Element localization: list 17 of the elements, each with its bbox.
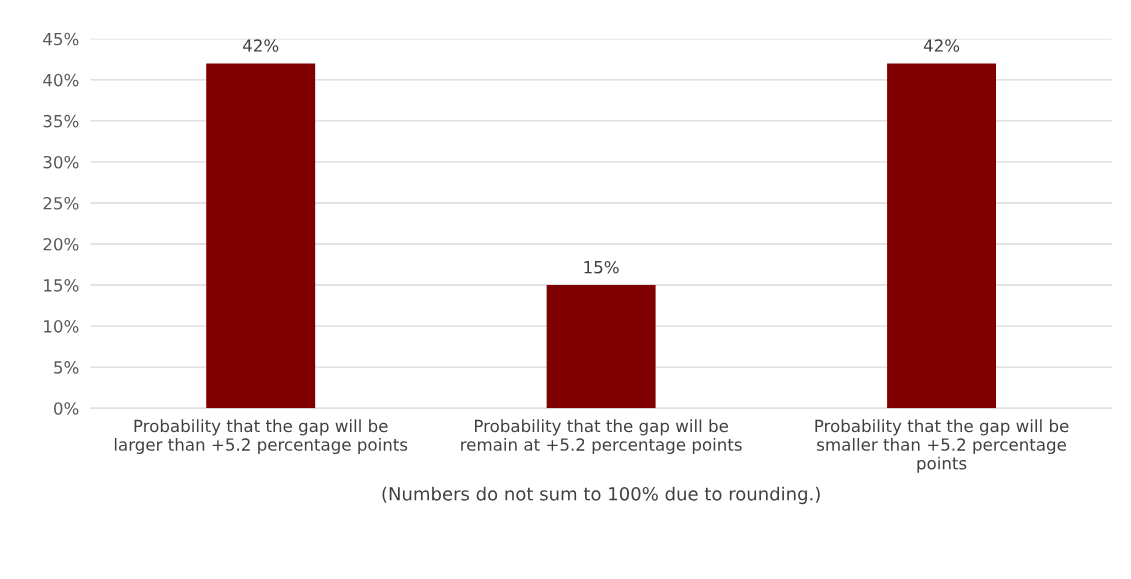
y-tick-label: 45% bbox=[43, 32, 79, 46]
y-tick-label: 15% bbox=[44, 279, 79, 292]
y-tick-label: 10% bbox=[44, 320, 79, 333]
x-tick-label: Probability that the gap will be larger than +5.2 percentage points bbox=[114, 419, 408, 455]
y-tick-label: 0% bbox=[54, 402, 79, 415]
y-tick-label: 20% bbox=[43, 237, 79, 251]
data-label: 42% bbox=[923, 39, 960, 52]
x-tick-label: Probability that the gap will be remain at +5.2 percentage points bbox=[461, 419, 742, 455]
y-tick-label: 35% bbox=[43, 114, 79, 128]
y-tick-label: 25% bbox=[43, 196, 79, 210]
y-tick-label: 40% bbox=[43, 73, 79, 87]
x-axis-title: (Numbers do not sum to 100% due to rounding.) bbox=[382, 486, 820, 505]
y-tick-label: 5% bbox=[54, 361, 79, 374]
data-label: 15% bbox=[584, 260, 619, 274]
y-tick-label: 30% bbox=[43, 155, 79, 169]
x-tick-label: Probability that the gap will be smaller than +5.2 percentage points bbox=[815, 419, 1069, 473]
data-label: 42% bbox=[242, 39, 279, 52]
